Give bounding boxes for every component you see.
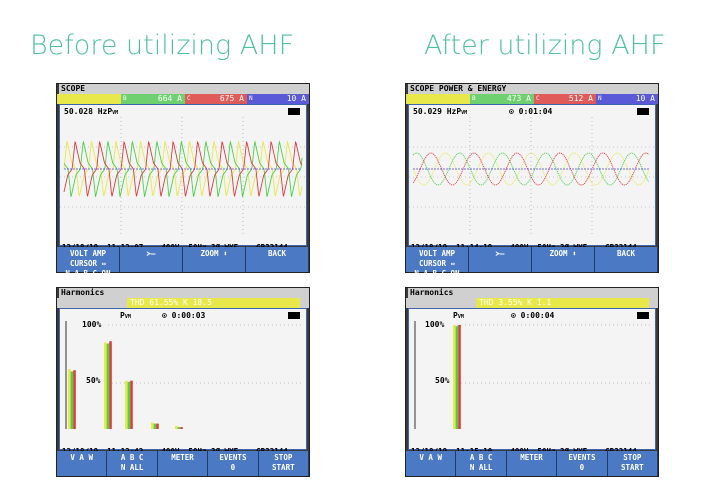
vaw-key[interactable]: V A W [57,451,108,476]
zoom-key[interactable]: ZOOM ⬍ [532,247,595,272]
harmonic-bar [156,423,159,429]
vaw-key[interactable]: V A W [406,451,457,476]
harmonics-before-panel: Harmonics THD 61.55% K 18.5 PVM ⊙ 0:00:0… [56,287,310,477]
stop-start-key[interactable]: STOP START [258,451,310,476]
thd-readout: THD 3.55% K 1.1 [476,298,649,308]
harmonic-bar [458,325,461,429]
softkey-row: VOLT AMP CURSOR ⇔ N A B C ON OFF ≻— ZOOM … [57,247,309,288]
back-key[interactable]: BACK [246,247,309,272]
meter-n: N 10 A [247,94,309,104]
harmonics-bar-chart: THDDC1357911131517 [65,321,304,429]
meter-bar: B 473 A C 512 A N 10 A [406,94,658,104]
label-100: 100% [425,320,445,329]
volt-amp-cursor-key[interactable]: VOLT AMP CURSOR ⇔ N A B C ON OFF [406,247,469,288]
heading-before: Before utilizing AHF [30,30,295,61]
battery-icon [637,107,649,115]
heading-after: After utilizing AHF [424,30,666,61]
harmonic-bar [70,371,74,429]
harmonic-bar [109,341,112,429]
harmonic-bar [455,326,459,429]
harmonic-bar [453,325,456,429]
meter-b: B 473 A [470,94,534,104]
scope-screen: 50.028 HzPVM 12/18/19 11:12:07 400V 50Hz… [59,104,307,252]
harmonic-bar [104,342,107,429]
meter-bar: B 664 A C 675 A N 10 A [57,94,309,104]
harmonic-bar [127,381,131,429]
timer-readout: ⊙ 0:00:03 [162,311,206,320]
harmonic-bar [130,380,133,429]
timer-readout: ⊙ 0:01:04 [509,107,553,116]
meter-key[interactable]: METER [506,451,558,476]
harmonic-bar [177,427,181,429]
harmonics-bar-chart: THDDC1357911131517 [414,321,653,429]
label-50: 50% [435,376,450,385]
harmonic-bar [175,425,178,429]
scope-after-panel: SCOPE POWER & ENERGY B 473 A C 512 A N 10 A… [405,83,659,288]
label-50: 50% [86,376,101,385]
harmonics-screen: PVM ⊙ 0:00:04 100% 50% THDDC135791113151… [408,308,656,456]
events-key[interactable]: EVENTS 0 [557,451,608,476]
meter-c: C 512 A [534,94,596,104]
phase-waveform-c [63,140,303,197]
battery-icon [288,311,300,319]
harmonic-bar [151,422,154,429]
volt-amp-cursor-key[interactable]: VOLT AMP CURSOR ⇔ N A B C ON OFF [57,247,120,288]
zoom-key[interactable]: ZOOM ⬍ [183,247,246,272]
label-100: 100% [82,320,102,329]
frequency-readout: 50.028 HzPVM [64,107,119,116]
scope-waveform [409,117,655,235]
harmonics-after-panel: Harmonics THD 3.55% K 1.1 PVM ⊙ 0:00:04 … [405,287,659,477]
phase-waveform-b [63,140,303,197]
harmonics-title: Harmonics [59,288,309,298]
harmonic-bar [106,343,110,429]
battery-icon [637,311,649,319]
back-key[interactable]: BACK [595,247,658,272]
scope-title: SCOPE POWER & ENERGY [408,84,658,94]
stop-start-key[interactable]: STOP START [607,451,659,476]
battery-icon [288,107,300,115]
harmonics-title: Harmonics [408,288,658,298]
harmonic-bar [153,423,157,429]
meter-c: C 675 A [185,94,247,104]
frequency-readout: 50.029 HzPVM [413,107,468,116]
harmonics-screen: PVM ⊙ 0:00:03 100% 50% THDDC135791113151… [59,308,307,456]
harmonic-bar [125,380,128,429]
harmonic-bar [68,369,71,429]
scope-waveform [60,117,306,235]
meter-a [406,94,470,104]
harmonic-bar [73,370,76,429]
events-key[interactable]: EVENTS 0 [208,451,259,476]
timer-readout: ⊙ 0:00:04 [511,311,555,320]
meter-b: B 664 A [121,94,185,104]
meter-key[interactable]: METER [157,451,209,476]
meter-n: N 10 A [596,94,658,104]
harmonic-bar [180,427,183,429]
scope-screen: 50.029 HzPVM ⊙ 0:01:04 12/18/19 11:14:19… [408,104,656,252]
pvm-label: PVM [453,311,464,320]
meter-a [57,94,121,104]
phase-waveform-c [412,152,650,186]
thd-readout: THD 61.55% K 18.5 [127,298,300,308]
phasor-key[interactable]: ≻— [120,247,183,272]
phasor-key[interactable]: ≻— [469,247,532,272]
pvm-label: PVM [120,311,131,320]
softkey-row: VOLT AMP CURSOR ⇔ N A B C ON OFF ≻— ZOOM … [406,247,658,288]
scope-title: SCOPE [59,84,309,94]
